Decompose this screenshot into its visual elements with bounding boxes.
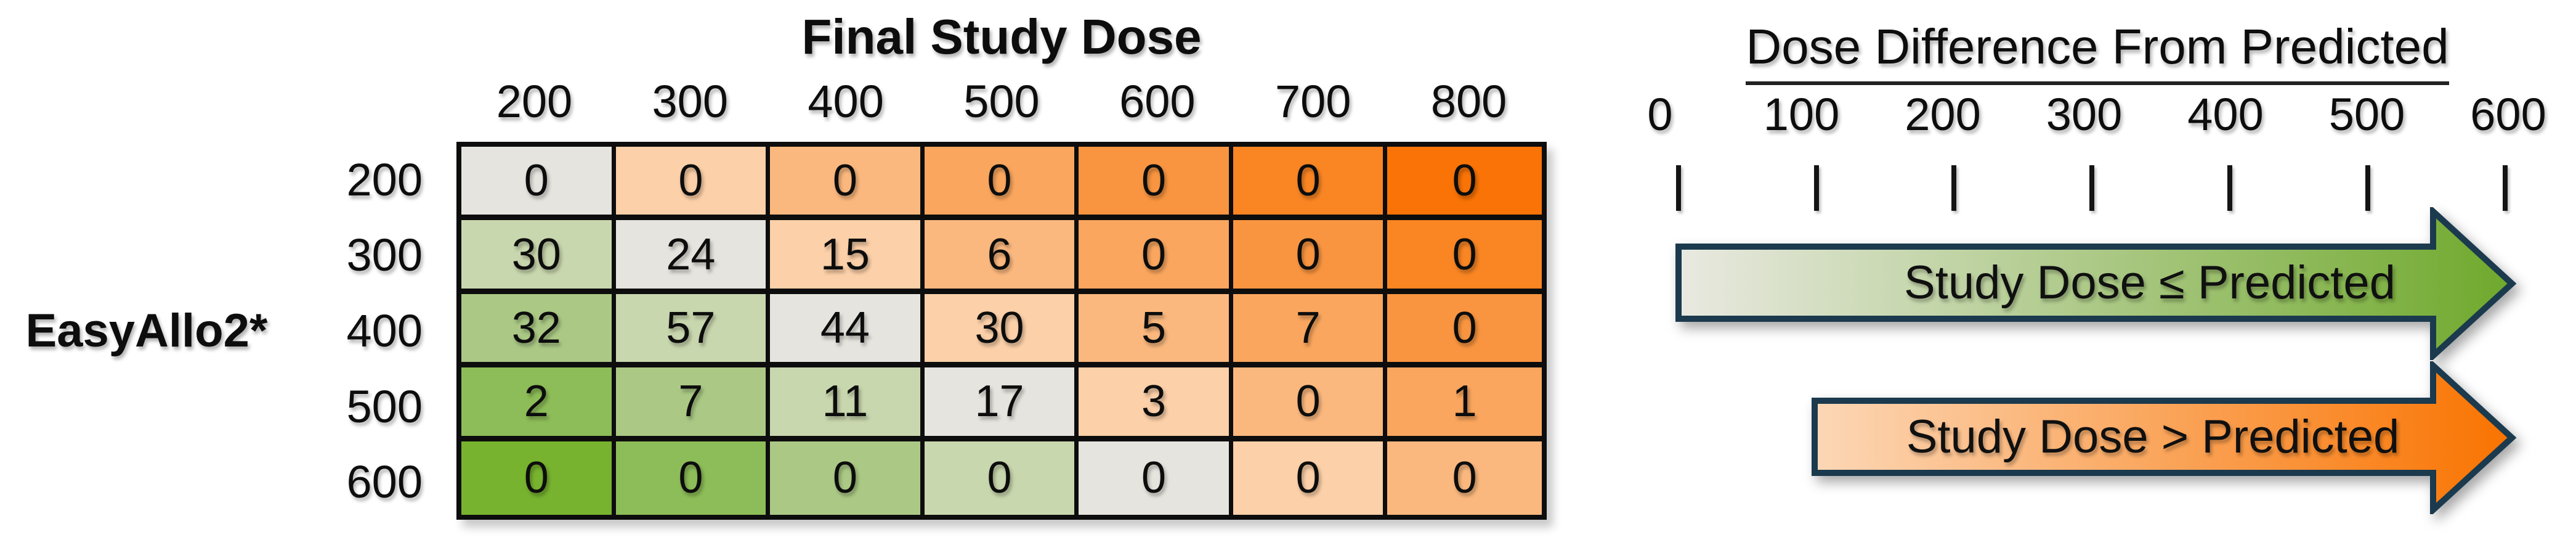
legend-title-text: Dose Difference From Predicted [1746, 18, 2449, 85]
row-header: 500 [346, 380, 423, 432]
row-header: 600 [346, 456, 423, 508]
col-header: 200 [496, 75, 573, 127]
matrix-cell: 6 [924, 220, 1079, 294]
matrix-cell: 0 [1387, 220, 1542, 294]
matrix-cell: 3 [1079, 367, 1233, 441]
row-header: 200 [346, 154, 423, 205]
tick-mark [2089, 165, 2095, 211]
matrix-cell: 30 [924, 293, 1079, 368]
orange-arrow-label: Study Dose > Predicted [1906, 411, 2400, 463]
scale-label: 500 [2328, 89, 2405, 140]
matrix-cell: 0 [615, 147, 771, 221]
tick-mark [2503, 165, 2508, 211]
matrix-cell: 11 [770, 367, 925, 441]
tick-mark [1951, 165, 1957, 211]
green-arrow-icon [1675, 207, 2517, 360]
matrix-cell: 0 [461, 147, 616, 221]
matrix-cell: 32 [461, 293, 616, 368]
scale-label: 600 [2470, 89, 2546, 140]
matrix-cell: 0 [1233, 441, 1388, 515]
scale-label: 0 [1647, 89, 1673, 140]
matrix-cell: 0 [461, 441, 616, 515]
col-header: 500 [963, 75, 1040, 127]
matrix-cell: 0 [924, 147, 1079, 221]
scale-label: 200 [1905, 89, 1981, 140]
col-header: 600 [1119, 75, 1196, 127]
green-arrow-label: Study Dose ≤ Predicted [1904, 256, 2396, 309]
matrix-cell: 0 [1387, 441, 1542, 515]
matrix-cell: 0 [924, 441, 1079, 515]
column-headers: 200 300 400 500 600 700 800 [456, 73, 1547, 129]
matrix-cell: 0 [770, 147, 925, 221]
matrix-title: Final Study Dose [801, 9, 1202, 64]
matrix-cell: 17 [924, 367, 1079, 441]
scale-label: 100 [1763, 89, 1840, 140]
col-header: 400 [808, 75, 884, 127]
matrix-cell: 0 [1233, 220, 1388, 294]
matrix-cell: 0 [1233, 367, 1388, 441]
matrix-cell: 0 [1387, 147, 1542, 221]
tick-mark [2227, 165, 2232, 211]
matrix-cell: 0 [1079, 147, 1233, 221]
matrix-cell: 24 [615, 220, 771, 294]
matrix-cell: 1 [1387, 367, 1542, 441]
row-header: 400 [346, 305, 423, 356]
row-headers: 200 300 400 500 600 [287, 142, 423, 520]
row-header: 300 [346, 229, 423, 281]
matrix-cell: 30 [461, 220, 616, 294]
matrix-cell: 44 [770, 293, 925, 368]
matrix-cell: 0 [770, 441, 925, 515]
orange-arrow-icon [1812, 361, 2517, 514]
matrix-cell: 0 [1233, 147, 1388, 221]
matrix-cell: 0 [1079, 441, 1233, 515]
matrix-cell: 57 [615, 293, 771, 368]
matrix-cell: 2 [461, 367, 616, 441]
col-header: 800 [1430, 75, 1507, 127]
col-header: 300 [652, 75, 728, 127]
matrix-cell: 7 [615, 367, 771, 441]
tick-mark [1813, 165, 1819, 211]
row-axis-label: EasyAllo2* [25, 304, 268, 357]
matrix-cell: 15 [770, 220, 925, 294]
matrix-cell: 0 [1387, 293, 1542, 368]
scale-label: 400 [2187, 89, 2264, 140]
col-header: 700 [1274, 75, 1351, 127]
dose-matrix: 0 0 0 0 0 0 0 30 24 15 6 0 0 0 32 57 44 30 5 7 0 2 7 11 17 3 0 1 0 0 0… [456, 142, 1547, 520]
matrix-cell: 5 [1079, 293, 1233, 368]
tick-mark [1676, 165, 1681, 211]
matrix-cell: 0 [1079, 220, 1233, 294]
matrix-cell: 7 [1233, 293, 1388, 368]
tick-mark [2365, 165, 2370, 211]
scale-label: 300 [2046, 89, 2123, 140]
legend-title: Dose Difference From Predicted [1688, 17, 2507, 86]
matrix-cell: 0 [615, 441, 771, 515]
